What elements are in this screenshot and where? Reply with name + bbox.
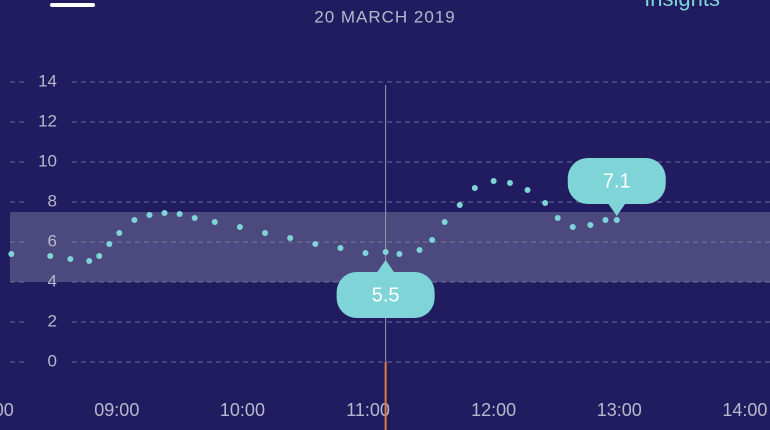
reading-dot — [161, 210, 168, 216]
reading-dot — [47, 253, 54, 259]
reading-dot — [96, 253, 103, 259]
reading-dot — [211, 219, 218, 225]
reading-dot — [236, 224, 243, 230]
callout-bubble — [567, 158, 666, 204]
reading-dot — [176, 211, 183, 217]
reading-dot — [396, 251, 403, 257]
value-callout: 7.1 — [567, 158, 666, 216]
reading-dot — [86, 258, 93, 264]
reading-dot — [416, 247, 423, 253]
y-tick-label: 14 — [38, 71, 57, 90]
y-tick-label: 0 — [48, 351, 57, 370]
x-tick-label: 08:00 — [0, 400, 14, 420]
menu-bar — [50, 3, 95, 7]
reading-dot — [191, 215, 198, 221]
reading-dot — [116, 230, 123, 236]
reading-dot — [337, 245, 344, 251]
callout-bubble — [336, 272, 435, 318]
insights-link[interactable]: Insights — [644, 0, 720, 11]
reading-dot — [106, 241, 113, 247]
callout-label: 5.5 — [372, 284, 400, 306]
reading-dot — [613, 217, 620, 223]
reading-dot — [490, 178, 497, 184]
y-tick-label: 12 — [38, 111, 57, 130]
x-tick-label: 11:00 — [346, 400, 390, 420]
reading-dot — [362, 250, 369, 256]
reading-dot — [67, 256, 74, 262]
x-tick-label: 10:00 — [220, 400, 265, 420]
reading-dot — [506, 180, 513, 186]
menu-button[interactable] — [50, 3, 95, 7]
reading-dot — [587, 222, 594, 228]
reading-dot — [262, 230, 269, 236]
y-tick-label: 8 — [48, 191, 57, 210]
y-tick-label: 4 — [48, 271, 57, 290]
callout-pointer — [376, 260, 395, 273]
x-tick-label: 13:00 — [597, 400, 642, 420]
reading-dot — [429, 237, 436, 243]
x-tick-label: 14:00 — [722, 400, 767, 420]
reading-dot — [8, 251, 15, 257]
reading-dot — [569, 224, 576, 230]
reading-dot — [471, 185, 478, 191]
x-tick-label: 12:00 — [471, 400, 516, 420]
y-tick-label: 6 — [48, 231, 57, 250]
plot: 0 2 4 6 8 10 12 14 08:00 09:00 10:00 11:00 12:00 13:0… — [0, 71, 770, 430]
reading-dot — [524, 187, 531, 193]
callout-pointer — [607, 203, 626, 216]
reading-dot — [146, 212, 153, 218]
value-callout: 5.5 — [336, 260, 435, 318]
reading-dot — [131, 217, 138, 223]
reading-dot — [542, 200, 549, 206]
date-title: 20 MARCH 2019 — [314, 7, 456, 26]
reading-dot — [312, 241, 319, 247]
callout-label: 7.1 — [603, 170, 631, 192]
reading-dot — [554, 215, 561, 221]
reading-dot — [441, 219, 448, 225]
reading-dot — [287, 235, 294, 241]
reading-dot — [382, 249, 389, 255]
y-tick-label: 10 — [38, 151, 57, 170]
y-tick-label: 2 — [48, 311, 57, 330]
x-tick-label: 09:00 — [94, 400, 139, 420]
reading-dot — [602, 217, 609, 223]
reading-dot — [456, 202, 463, 208]
